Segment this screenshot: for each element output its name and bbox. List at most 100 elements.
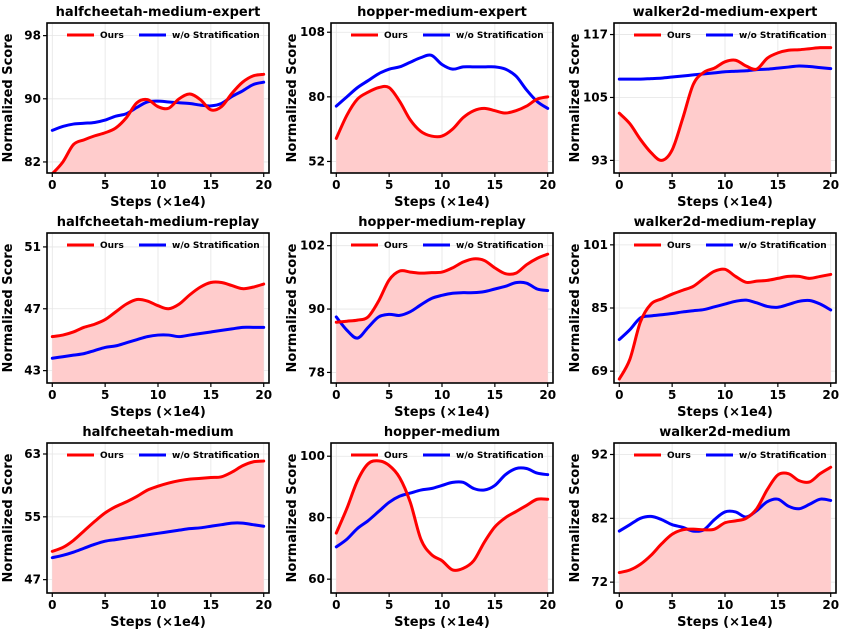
x-axis-label: Steps (×1e4) (677, 195, 773, 210)
subplot-title: halfcheetah-medium-replay (57, 215, 260, 230)
y-tick-label: 63 (24, 447, 41, 461)
x-tick-label: 20 (255, 388, 272, 402)
ours-area-fill (336, 460, 548, 593)
x-axis-label: Steps (×1e4) (110, 195, 206, 210)
subplot-3: walker2d-medium-expert 0 5 10 15 20 93 105 117 St… (568, 5, 839, 210)
legend-label-ours: Ours (384, 451, 408, 461)
x-tick-label: 20 (539, 598, 556, 612)
subplot-title: walker2d-medium (659, 425, 790, 440)
x-tick-label: 15 (487, 388, 504, 402)
legend-label-ours: Ours (667, 31, 691, 41)
x-tick-label: 10 (150, 598, 167, 612)
x-tick-label: 10 (434, 178, 451, 192)
y-tick-label: 78 (308, 365, 325, 379)
x-axis-label: Steps (×1e4) (110, 405, 206, 420)
legend-label-ours: Ours (100, 31, 124, 41)
subplot-title: hopper-medium (384, 425, 500, 440)
subplot-title: hopper-medium-replay (358, 215, 526, 230)
x-axis-label: Steps (×1e4) (110, 615, 206, 630)
y-tick-label: 80 (308, 90, 325, 104)
series-line-ours (617, 465, 833, 575)
subplot-title: hopper-medium-expert (357, 5, 527, 20)
legend: Ours w/o Stratification (351, 241, 544, 251)
series-line-w-o-stratification (617, 64, 833, 81)
series-line-ours (50, 459, 266, 553)
y-tick-label: 102 (300, 239, 325, 253)
x-tick-label: 15 (770, 598, 787, 612)
series-line-w-o-stratification (50, 521, 266, 560)
subplot-title: halfcheetah-medium (82, 425, 233, 440)
x-tick-label: 0 (48, 388, 56, 402)
legend-label-w-o-stratification: w/o Stratification (172, 451, 260, 461)
y-tick-label: 43 (24, 364, 41, 378)
legend-label-w-o-stratification: w/o Stratification (456, 451, 544, 461)
y-axis-label: Normalized Score (568, 453, 583, 582)
x-tick-label: 10 (434, 598, 451, 612)
y-axis-label: Normalized Score (285, 243, 300, 372)
x-tick-label: 0 (332, 178, 340, 192)
x-tick-label: 0 (615, 178, 623, 192)
x-tick-label: 10 (434, 388, 451, 402)
x-tick-label: 20 (822, 178, 839, 192)
y-tick-label: 55 (24, 510, 41, 524)
y-tick-label: 90 (308, 302, 325, 316)
x-tick-label: 15 (203, 388, 220, 402)
legend-label-ours: Ours (667, 241, 691, 251)
subplot-1: halfcheetah-medium-expert 0 5 10 15 20 82 90 98 S… (1, 5, 272, 210)
x-tick-label: 20 (255, 178, 272, 192)
subplot-7: halfcheetah-medium 0 5 10 15 20 47 55 63 Steps (×… (1, 425, 272, 630)
y-axis-label: Normalized Score (1, 33, 16, 162)
x-tick-label: 20 (822, 388, 839, 402)
x-tick-label: 0 (615, 388, 623, 402)
x-tick-label: 0 (48, 178, 56, 192)
x-tick-label: 0 (615, 598, 623, 612)
legend-label-w-o-stratification: w/o Stratification (172, 31, 260, 41)
x-tick-label: 15 (203, 178, 220, 192)
legend: Ours w/o Stratification (67, 31, 260, 41)
ours-area-fill (53, 74, 264, 173)
legend: Ours w/o Stratification (634, 31, 827, 41)
legend: Ours w/o Stratification (351, 451, 544, 461)
x-axis-label: Steps (×1e4) (677, 615, 773, 630)
x-tick-label: 5 (101, 598, 109, 612)
series-line-ours (51, 72, 266, 173)
y-tick-label: 93 (591, 153, 608, 167)
y-tick-label: 85 (591, 301, 608, 315)
series-line-ours (617, 267, 833, 381)
y-axis-label: Normalized Score (285, 33, 300, 162)
series-line-w-o-stratification (334, 53, 550, 110)
subplot-title: walker2d-medium-replay (634, 215, 817, 230)
legend-label-ours: Ours (100, 241, 124, 251)
y-tick-label: 101 (583, 238, 608, 252)
ours-area-fill (52, 282, 264, 383)
series-line-w-o-stratification (617, 497, 833, 533)
legend: Ours w/o Stratification (351, 31, 544, 41)
x-tick-label: 10 (150, 178, 167, 192)
x-tick-label: 15 (203, 598, 220, 612)
y-tick-label: 47 (24, 302, 41, 316)
y-axis-label: Normalized Score (1, 243, 16, 372)
x-tick-label: 5 (385, 598, 393, 612)
series-line-ours (617, 46, 833, 162)
x-tick-label: 0 (48, 598, 56, 612)
x-tick-label: 20 (539, 178, 556, 192)
legend-label-w-o-stratification: w/o Stratification (739, 31, 827, 41)
ours-area-fill (336, 86, 548, 173)
x-tick-label: 5 (101, 388, 109, 402)
x-tick-label: 20 (255, 598, 272, 612)
ours-area-fill (619, 47, 831, 173)
x-tick-label: 15 (487, 178, 504, 192)
x-tick-label: 15 (487, 598, 504, 612)
x-tick-label: 5 (668, 598, 676, 612)
legend-label-ours: Ours (384, 31, 408, 41)
series-line-w-o-stratification (50, 325, 266, 360)
series-line-ours (50, 280, 266, 339)
x-tick-label: 15 (770, 388, 787, 402)
y-tick-label: 47 (24, 573, 41, 587)
x-tick-label: 5 (668, 388, 676, 402)
series-line-ours (334, 84, 550, 140)
y-tick-label: 90 (24, 92, 41, 106)
x-axis-label: Steps (×1e4) (677, 405, 773, 420)
x-tick-label: 5 (101, 178, 109, 192)
